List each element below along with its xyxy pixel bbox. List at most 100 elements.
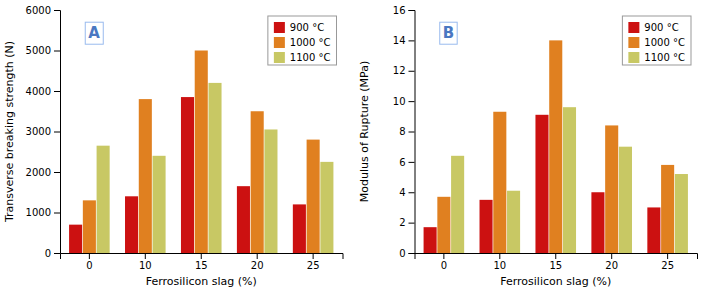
tick: 6000 — [26, 5, 60, 16]
legend-swatch — [274, 22, 285, 33]
legend: 900 °C 1000 °C 1100 °C — [622, 16, 691, 65]
bar — [563, 107, 576, 253]
tick: 10 — [393, 96, 415, 107]
legend-label: 1000 °C — [644, 37, 685, 48]
y-axis-title: Transverse breaking strength (N) — [3, 41, 16, 223]
bars — [69, 51, 333, 254]
legend-item: 900 °C — [274, 22, 324, 33]
tick-mark — [54, 91, 60, 92]
tick-label: 2000 — [26, 167, 51, 178]
bar-series — [437, 40, 674, 253]
tick-label: 6 — [399, 157, 405, 168]
legend-item: 1100 °C — [628, 52, 685, 63]
y-axis-title: Modulus of Rupture (MPa) — [358, 61, 371, 202]
bar — [424, 227, 437, 253]
bar — [251, 111, 264, 253]
tick-mark — [667, 253, 668, 259]
tick-mark — [409, 10, 415, 11]
tick-label: 8 — [399, 126, 405, 137]
tick-label: 20 — [605, 260, 618, 271]
tick-mark — [409, 71, 415, 72]
tick-label: 25 — [661, 260, 674, 271]
legend-label: 1000 °C — [290, 37, 331, 48]
tick: 2 — [399, 217, 414, 228]
tick-mark — [409, 101, 415, 102]
tick: 1000 — [26, 207, 60, 218]
bar-series — [451, 107, 688, 253]
bar — [605, 125, 618, 253]
annotation: A — [85, 22, 103, 44]
bar — [153, 156, 166, 253]
tick-mark — [499, 253, 500, 259]
tick-mark — [257, 253, 258, 259]
bar — [307, 140, 320, 253]
bar — [591, 192, 604, 253]
tick: 5000 — [26, 45, 60, 56]
bar — [195, 51, 208, 254]
tick-mark — [54, 132, 60, 133]
tick: 15 — [549, 253, 562, 271]
x-axis: 010152025 — [415, 253, 698, 271]
panel-label-box — [85, 22, 103, 44]
legend-frame — [622, 16, 691, 65]
tick-mark — [54, 172, 60, 173]
bar — [619, 147, 632, 253]
x-axis: 0 10 15 20 25 — [61, 253, 344, 271]
bar — [437, 197, 450, 253]
tick-label: 5000 — [26, 45, 51, 56]
bar — [264, 129, 277, 253]
tick-mark — [54, 51, 60, 52]
legend-item: 900 °C — [628, 22, 678, 33]
bar — [661, 165, 674, 253]
tick-mark — [409, 192, 415, 193]
legend-label: 900 °C — [290, 22, 324, 33]
bar — [181, 97, 194, 253]
bar — [647, 207, 660, 253]
tick-label: 25 — [307, 260, 320, 271]
tick-label: 0 — [86, 260, 92, 271]
tick: 12 — [393, 65, 415, 76]
tick: 25 — [661, 253, 674, 271]
panel: 0101520250246810121416Ferrosilicon slag … — [358, 5, 698, 288]
legend-swatch — [628, 22, 639, 33]
bar — [549, 40, 562, 253]
tick: 20 — [251, 253, 264, 271]
tick: 0 — [45, 248, 60, 259]
tick: 3000 — [26, 126, 60, 137]
bar-series — [97, 83, 334, 253]
tick: 16 — [393, 5, 415, 16]
legend-label: 1100 °C — [290, 52, 331, 63]
legend-swatch — [274, 37, 285, 48]
tick: 20 — [605, 253, 618, 271]
tick: 2000 — [26, 167, 60, 178]
tick-mark — [201, 253, 202, 259]
axis-line — [61, 254, 344, 260]
bar — [139, 99, 152, 253]
tick-label: 10 — [393, 96, 406, 107]
tick-label: 0 — [441, 260, 447, 271]
tick-mark — [409, 40, 415, 41]
tick-label: 2 — [399, 217, 405, 228]
tick-label: 12 — [393, 65, 406, 76]
tick-mark — [443, 253, 444, 259]
bar — [208, 83, 221, 253]
tick-mark — [611, 253, 612, 259]
tick: 6 — [399, 157, 414, 168]
bar-series — [69, 97, 306, 253]
tick: 0 — [86, 253, 92, 271]
panel-label: A — [88, 24, 100, 42]
panel: 0101520250100020003000400050006000Ferros… — [3, 5, 343, 288]
tick: 14 — [393, 35, 415, 46]
tick: 8 — [399, 126, 414, 137]
tick-mark — [409, 162, 415, 163]
bar — [97, 146, 110, 253]
bar — [83, 200, 96, 253]
legend-frame — [268, 16, 337, 65]
tick-label: 4000 — [26, 86, 51, 97]
tick-mark — [555, 253, 556, 259]
tick-label: 10 — [139, 260, 152, 271]
bar — [507, 191, 520, 253]
tick: 15 — [195, 253, 208, 271]
tick-label: 4 — [399, 187, 405, 198]
tick: 4000 — [26, 86, 60, 97]
